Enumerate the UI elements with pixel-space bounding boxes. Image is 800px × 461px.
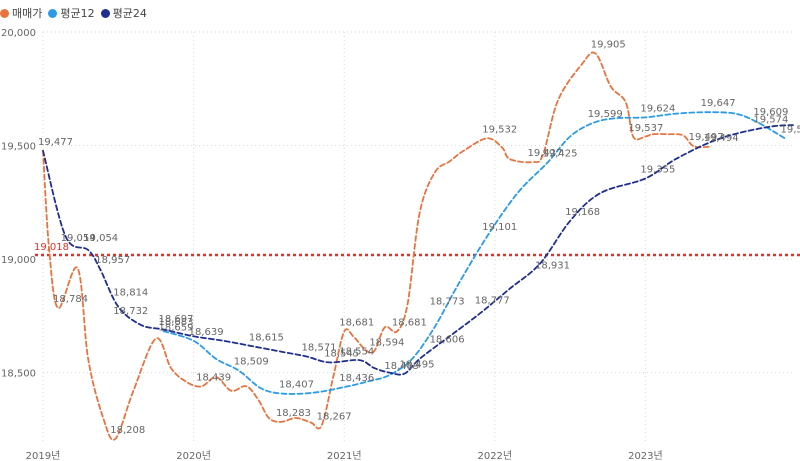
data-label: 19,168 bbox=[565, 207, 600, 218]
data-label: 19,530 bbox=[780, 125, 800, 136]
data-label: 18,407 bbox=[279, 380, 314, 391]
data-label: 18,777 bbox=[475, 296, 510, 307]
data-label: 18,554 bbox=[339, 346, 374, 357]
data-label: 18,436 bbox=[339, 373, 374, 384]
data-label: 19,054 bbox=[83, 233, 118, 244]
x-tick-label: 2019년 bbox=[26, 450, 61, 461]
data-label: 19,054 bbox=[61, 233, 96, 244]
data-label: 18,495 bbox=[399, 360, 434, 371]
data-label: 18,615 bbox=[249, 332, 284, 343]
data-label: 18,931 bbox=[535, 261, 570, 272]
data-label: 19,624 bbox=[640, 103, 675, 114]
data-label: 19,537 bbox=[628, 123, 663, 134]
data-label: 19,101 bbox=[482, 222, 517, 233]
reference-line-label: 19,018 bbox=[34, 242, 69, 253]
data-label: 18,681 bbox=[392, 318, 427, 329]
legend-dot-icon bbox=[48, 8, 58, 18]
data-label: 18,773 bbox=[430, 297, 465, 308]
data-label: 19,574 bbox=[753, 115, 788, 126]
data-label: 19,425 bbox=[543, 149, 578, 160]
data-label: 18,208 bbox=[110, 425, 145, 436]
data-label: 19,905 bbox=[591, 40, 626, 51]
data-label: 19,427 bbox=[527, 148, 562, 159]
data-label: 19,497 bbox=[689, 132, 724, 143]
legend-dot-icon bbox=[0, 8, 9, 18]
series-line-3 bbox=[42, 124, 794, 376]
data-label: 19,494 bbox=[704, 133, 739, 144]
series-line-2 bbox=[162, 111, 787, 395]
series-line-1 bbox=[42, 51, 710, 441]
legend-label: 평균12 bbox=[60, 7, 95, 20]
data-label: 19,532 bbox=[482, 124, 517, 135]
data-label: 18,784 bbox=[53, 294, 88, 305]
x-tick-label: 2021년 bbox=[327, 450, 362, 461]
data-label: 18,957 bbox=[95, 255, 130, 266]
data-label: 19,477 bbox=[38, 137, 73, 148]
data-label: 18,267 bbox=[317, 412, 352, 423]
data-label: 18,594 bbox=[369, 337, 404, 348]
data-label: 18,571 bbox=[302, 342, 337, 353]
y-tick-label: 18,500 bbox=[1, 369, 36, 380]
data-label: 18,697 bbox=[158, 314, 193, 325]
data-label: 18,659 bbox=[158, 323, 193, 334]
data-label: 18,439 bbox=[196, 372, 231, 383]
data-label: 19,609 bbox=[753, 107, 788, 118]
x-tick-label: 2022년 bbox=[477, 450, 512, 461]
data-label: 18,283 bbox=[276, 408, 311, 419]
data-label: 18,681 bbox=[339, 318, 374, 329]
y-tick-label: 19,000 bbox=[1, 255, 36, 266]
legend-dot-icon bbox=[100, 8, 110, 18]
legend-item[interactable]: 매매가 bbox=[0, 5, 42, 21]
data-label: 18,732 bbox=[113, 306, 148, 317]
legend-label: 매매가 bbox=[12, 7, 43, 20]
legend-item[interactable]: 평균12 bbox=[48, 5, 95, 21]
data-label: 18,639 bbox=[189, 327, 224, 338]
x-tick-label: 2020년 bbox=[176, 450, 211, 461]
legend-item[interactable]: 평균24 bbox=[100, 5, 147, 21]
data-label: 19,599 bbox=[588, 109, 623, 120]
data-label: 18,606 bbox=[430, 335, 465, 346]
data-label: 18,489 bbox=[384, 361, 419, 372]
data-label: 19,355 bbox=[640, 164, 675, 175]
y-tick-label: 19,500 bbox=[1, 142, 36, 153]
x-tick-label: 2023년 bbox=[628, 450, 663, 461]
y-tick-label: 20,000 bbox=[1, 28, 36, 39]
legend-label: 평균24 bbox=[112, 7, 147, 20]
data-label: 18,545 bbox=[324, 348, 359, 359]
data-label: 18,814 bbox=[113, 287, 148, 298]
data-label: 18,683 bbox=[158, 317, 193, 328]
chart-legend: 매매가 평균12 평균24 bbox=[0, 4, 153, 22]
data-label: 19,647 bbox=[701, 98, 736, 109]
data-label: 18,509 bbox=[234, 357, 269, 368]
